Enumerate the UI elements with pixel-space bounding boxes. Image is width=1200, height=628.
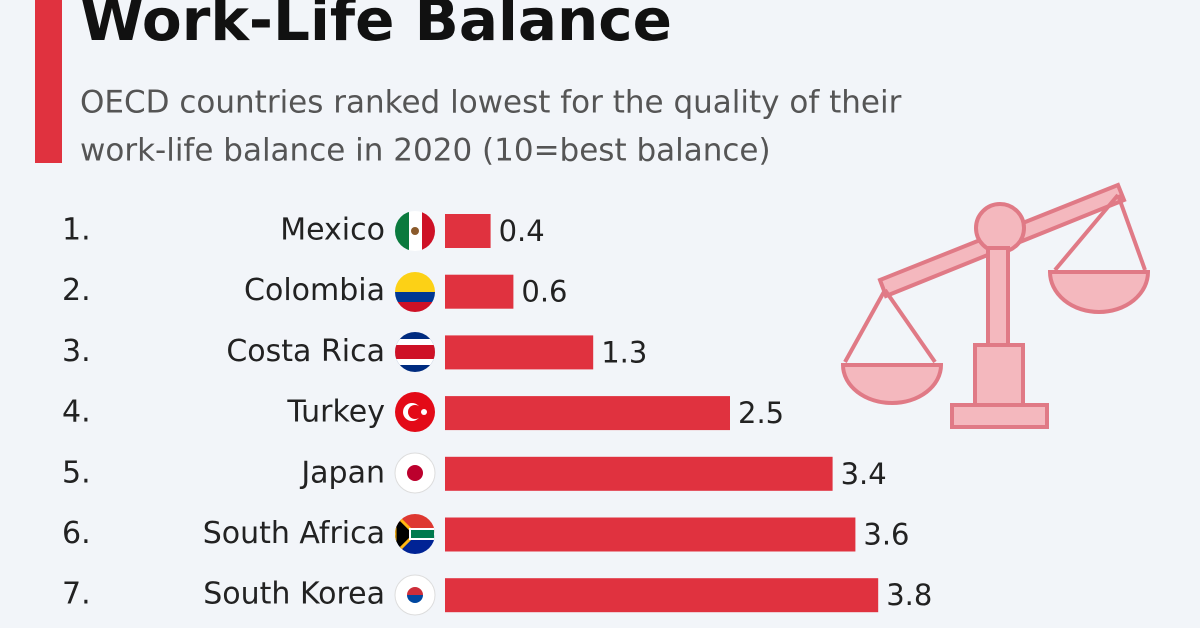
chart-subtitle: OECD countries ranked lowest for the qua… bbox=[80, 85, 902, 121]
chart-subtitle: work-life balance in 2020 (10=best balan… bbox=[80, 133, 771, 169]
category-label: South Africa bbox=[203, 516, 385, 551]
rank-label: 3. bbox=[62, 334, 91, 369]
value-label: 1.3 bbox=[601, 335, 647, 369]
flags bbox=[394, 211, 436, 616]
flag-costa-rica bbox=[395, 332, 435, 372]
rank-label: 4. bbox=[62, 395, 91, 430]
scale-icon bbox=[840, 182, 1151, 429]
value-label: 3.6 bbox=[863, 518, 909, 552]
bar bbox=[445, 456, 833, 491]
bar bbox=[445, 396, 730, 431]
bar bbox=[445, 335, 594, 370]
value-label: 0.4 bbox=[499, 214, 545, 248]
value-label: 3.4 bbox=[841, 457, 887, 491]
category-label: Japan bbox=[299, 455, 385, 490]
rank-label: 6. bbox=[62, 516, 91, 551]
category-label: Colombia bbox=[244, 273, 385, 308]
flag-japan bbox=[394, 452, 436, 494]
value-label: 0.6 bbox=[521, 275, 567, 309]
rank-label: 2. bbox=[62, 273, 91, 308]
flag-turkey bbox=[395, 392, 435, 432]
category-label: Mexico bbox=[280, 213, 385, 248]
flag-south-korea bbox=[394, 574, 436, 616]
bar bbox=[445, 578, 879, 613]
bar bbox=[445, 214, 491, 248]
flag-colombia bbox=[395, 272, 435, 312]
flag-mexico bbox=[395, 211, 435, 251]
category-label: Costa Rica bbox=[226, 334, 385, 369]
category-label: South Korea bbox=[203, 577, 385, 612]
accent-bar bbox=[35, 0, 62, 163]
value-label: 2.5 bbox=[738, 396, 784, 430]
chart-title: Work-Life Balance bbox=[80, 0, 672, 54]
flag-south-africa bbox=[395, 514, 435, 554]
rank-label: 7. bbox=[62, 577, 91, 612]
bar bbox=[445, 274, 514, 309]
category-label: Turkey bbox=[286, 395, 385, 430]
bar bbox=[445, 517, 856, 552]
value-label: 3.8 bbox=[886, 578, 932, 612]
rank-label: 1. bbox=[62, 213, 91, 248]
rank-label: 5. bbox=[62, 455, 91, 490]
